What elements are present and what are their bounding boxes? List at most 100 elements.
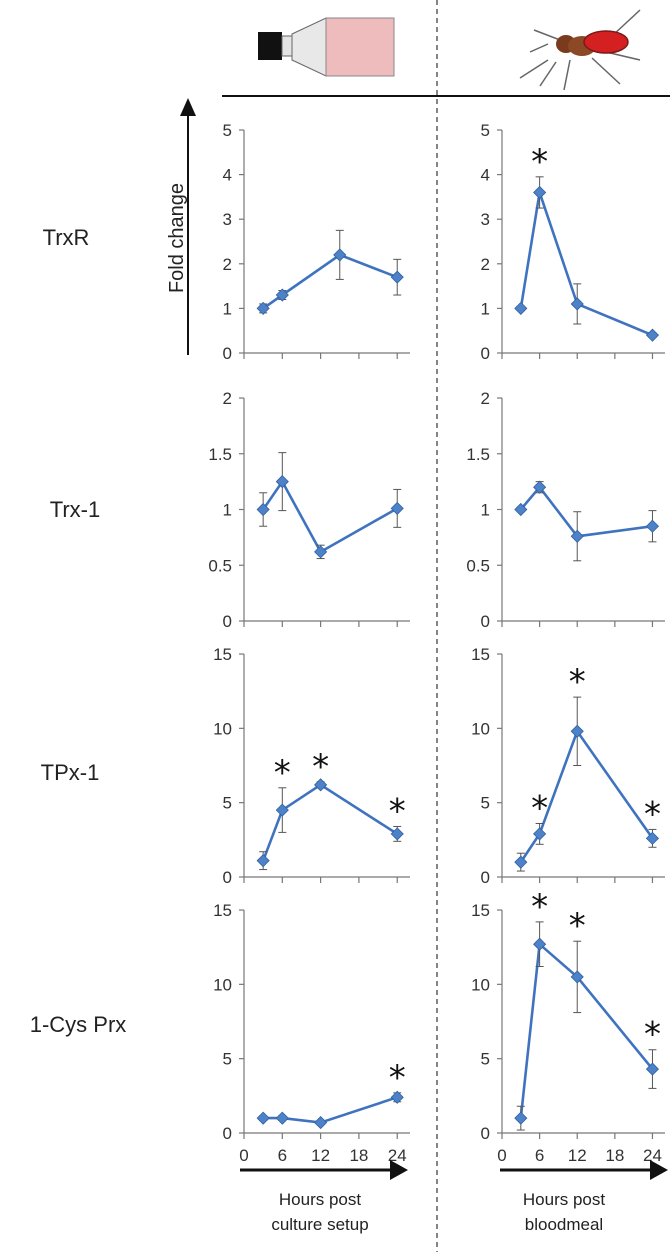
panel-1-blood-y-tick-label: 1 [481, 501, 490, 520]
panel-3-culture-data-point [256, 1111, 270, 1125]
panel-1-culture-y-tick-label: 0.5 [208, 556, 232, 575]
panel-3-culture-series-line [263, 1096, 398, 1124]
panel-3-blood-x-tick-label: 6 [535, 1146, 544, 1165]
xlabel-culture-line1: Hours post [279, 1190, 361, 1209]
panel-0-culture-data-point [256, 301, 270, 315]
panel-2-blood-significance-star: * [569, 662, 586, 702]
panel-1-blood-data-point [514, 502, 528, 517]
panel-0-blood-y-tick-label: 5 [481, 121, 490, 140]
panel-1-blood-data-point [645, 519, 660, 533]
panel-2-blood-y-tick-label: 5 [481, 794, 490, 813]
panel-0-culture-y-tick-label: 0 [223, 344, 232, 363]
x-arrow-blood [500, 1160, 668, 1180]
panel-2-culture-y-tick-label: 5 [223, 794, 232, 813]
panel-2-blood-y-tick-label: 0 [481, 868, 490, 887]
panel-1-blood-y-tick-label: 1.5 [466, 445, 490, 464]
panel-3-blood-y-tick-label: 10 [471, 975, 490, 994]
panel-0-culture-y-tick-label: 5 [223, 121, 232, 140]
panel-2-blood-data-point [533, 827, 547, 841]
panel-3-culture-y-tick-label: 10 [213, 975, 232, 994]
panel-0-blood-significance-star: * [531, 142, 548, 182]
panel-3-blood-data-point [514, 1111, 528, 1125]
gene-label-tpx1: TPx-1 [41, 760, 100, 785]
xlabel-culture-line2: culture setup [271, 1215, 368, 1234]
panel-1-blood-series-line [519, 485, 653, 538]
panel-0-blood-data-point [533, 185, 547, 200]
panel-2-blood-data-point [645, 831, 660, 845]
panel-2-culture-significance-star: * [389, 791, 406, 831]
panel-1-blood-y-tick-label: 0.5 [466, 556, 490, 575]
panel-0-blood-y-tick-label: 1 [481, 299, 490, 318]
panel-3-culture-x-tick-label: 24 [388, 1146, 407, 1165]
panel-2-blood-significance-star: * [531, 788, 548, 828]
panel-3-culture-y-tick-label: 0 [223, 1124, 232, 1143]
panel-3-blood-series-line [519, 941, 654, 1119]
panel-3-blood-y-tick-label: 0 [481, 1124, 490, 1143]
panel-3-culture-y-tick-label: 5 [223, 1050, 232, 1069]
panel-2-culture-y-tick-label: 10 [213, 719, 232, 738]
panel-3-blood-significance-star: * [644, 1015, 661, 1055]
panel-1-culture-data-point [256, 502, 270, 517]
ylabel-arrow [180, 98, 196, 355]
panel-0-blood-series-line [519, 191, 653, 337]
panel-0-blood-y-tick-label: 3 [481, 210, 490, 229]
gene-label-trxr: TrxR [43, 225, 90, 250]
panel-2-blood-y-tick-label: 15 [471, 645, 490, 664]
gene-label-1cysprx: 1-Cys Prx [30, 1012, 127, 1037]
panel-0-blood-y-tick-label: 0 [481, 344, 490, 363]
panel-1-culture-y-tick-label: 2 [223, 389, 232, 408]
panel-2-blood-data-point [514, 855, 528, 869]
panel-3-blood-significance-star: * [569, 906, 586, 946]
panel-1-blood-y-tick-label: 2 [481, 389, 490, 408]
panel-1-culture-series-line [262, 479, 398, 554]
panel-3-blood-x-tick-label: 18 [605, 1146, 624, 1165]
panel-3-blood-y-tick-label: 15 [471, 901, 490, 920]
panel-3-culture-data-point [314, 1116, 328, 1130]
panel-3-blood-data-point [645, 1062, 660, 1076]
panel-3-blood-x-tick-label: 24 [643, 1146, 662, 1165]
panel-0-blood-y-tick-label: 4 [481, 166, 490, 185]
panel-3-blood-data-point [570, 970, 584, 984]
panel-3-culture-data-point [390, 1090, 404, 1104]
panel-3-blood-significance-star: * [531, 887, 548, 927]
xlabel-blood-line2: bloodmeal [525, 1215, 603, 1234]
panel-1-blood-y-tick-label: 0 [481, 612, 490, 631]
panel-1-culture-data-point [275, 475, 289, 489]
panel-1-culture-y-tick-label: 1.5 [208, 445, 232, 464]
panel-1-culture-y-tick-label: 1 [223, 501, 232, 520]
panel-0-culture-y-tick-label: 4 [223, 166, 232, 185]
panel-1-blood-data-point [570, 529, 584, 543]
panel-2-blood-series-line [519, 728, 654, 863]
panel-0-culture-data-point [275, 288, 289, 302]
panel-3-blood-x-tick-label: 0 [497, 1146, 506, 1165]
panel-0-blood-data-point [514, 301, 528, 315]
panel-2-culture-y-tick-label: 15 [213, 645, 232, 664]
panel-1-culture-data-point [314, 545, 328, 559]
y-axis-label: Fold change [166, 183, 188, 293]
panel-3-culture-significance-star: * [389, 1058, 406, 1098]
panel-2-culture-data-point [275, 803, 289, 817]
panel-3-blood-x-tick-label: 12 [568, 1146, 587, 1165]
panel-3-culture-x-tick-label: 12 [311, 1146, 330, 1165]
panel-2-culture-significance-star: * [312, 747, 329, 787]
panel-1-blood-data-point [533, 480, 547, 494]
panel-0-culture-data-point [333, 248, 347, 262]
panel-1-culture-data-point [390, 501, 404, 515]
panel-2-blood-data-point [570, 724, 584, 738]
panel-0-culture-series-line [262, 253, 398, 310]
panel-3-culture-x-tick-label: 18 [349, 1146, 368, 1165]
xlabel-blood-line1: Hours post [523, 1190, 605, 1209]
panel-2-culture-series-line [261, 783, 398, 862]
panel-0-culture-y-tick-label: 2 [223, 255, 232, 274]
panel-3-culture-data-point [275, 1111, 289, 1125]
culture-flask-icon [258, 17, 395, 77]
panel-2-culture-significance-star: * [274, 753, 291, 793]
panel-0-blood-y-tick-label: 2 [481, 255, 490, 274]
gene-label-trx1: Trx-1 [50, 497, 101, 522]
panel-0-culture-y-tick-label: 3 [223, 210, 232, 229]
panel-3-blood-y-tick-label: 5 [481, 1050, 490, 1069]
panel-3-culture-y-tick-label: 15 [213, 901, 232, 920]
x-arrow-culture [240, 1160, 408, 1180]
panel-1-culture-y-tick-label: 0 [223, 612, 232, 631]
